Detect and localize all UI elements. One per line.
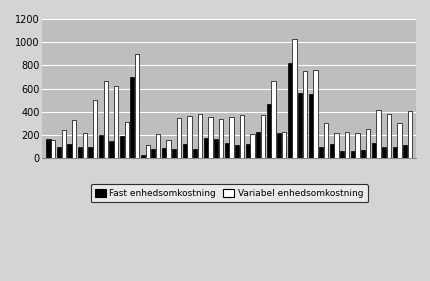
Bar (323, 123, 327, 158)
Bar (245, 144, 249, 158)
Bar (308, 94, 312, 158)
Bar (271, 81, 275, 158)
Bar (229, 117, 233, 158)
Bar (208, 117, 212, 158)
Bar (260, 115, 264, 158)
Bar (166, 140, 170, 158)
Bar (103, 80, 108, 158)
Bar (355, 133, 359, 158)
Bar (177, 118, 181, 158)
Bar (375, 110, 380, 158)
Bar (302, 71, 307, 158)
Bar (344, 132, 348, 158)
Bar (88, 147, 92, 158)
Bar (313, 70, 317, 158)
Bar (276, 133, 281, 158)
Bar (114, 86, 118, 158)
Bar (83, 133, 86, 158)
Bar (120, 136, 124, 158)
Bar (93, 100, 97, 158)
Bar (151, 149, 155, 158)
Bar (371, 143, 375, 158)
Bar (124, 122, 129, 158)
Bar (145, 146, 149, 158)
Bar (250, 134, 254, 158)
Bar (203, 138, 207, 158)
Bar (224, 143, 228, 158)
Bar (298, 93, 302, 158)
Legend: Fast enhedsomkostning, Variabel enhedsomkostning: Fast enhedsomkostning, Variabel enhedsom… (90, 184, 367, 203)
Bar (98, 135, 103, 158)
Bar (386, 114, 390, 158)
Bar (402, 146, 406, 158)
Bar (172, 149, 176, 158)
Bar (281, 132, 286, 158)
Bar (339, 151, 344, 158)
Bar (161, 148, 166, 158)
Bar (67, 144, 71, 158)
Bar (255, 132, 260, 158)
Bar (72, 120, 76, 158)
Bar (109, 141, 113, 158)
Bar (329, 144, 333, 158)
Bar (235, 145, 239, 158)
Bar (360, 150, 365, 158)
Bar (365, 129, 369, 158)
Bar (292, 39, 296, 158)
Bar (266, 104, 270, 158)
Bar (78, 147, 82, 158)
Bar (130, 77, 134, 158)
Bar (61, 130, 66, 158)
Bar (57, 147, 61, 158)
Bar (240, 115, 243, 158)
Bar (407, 111, 411, 158)
Bar (156, 135, 160, 158)
Bar (182, 144, 187, 158)
Bar (197, 114, 202, 158)
Bar (381, 147, 385, 158)
Bar (218, 119, 223, 158)
Bar (141, 155, 144, 158)
Bar (319, 147, 322, 158)
Bar (193, 149, 197, 158)
Bar (334, 133, 338, 158)
Bar (392, 147, 396, 158)
Bar (214, 139, 218, 158)
Bar (350, 151, 354, 158)
Bar (46, 139, 50, 158)
Bar (396, 123, 401, 158)
Bar (51, 140, 55, 158)
Bar (187, 116, 191, 158)
Bar (287, 63, 291, 158)
Bar (135, 54, 139, 158)
